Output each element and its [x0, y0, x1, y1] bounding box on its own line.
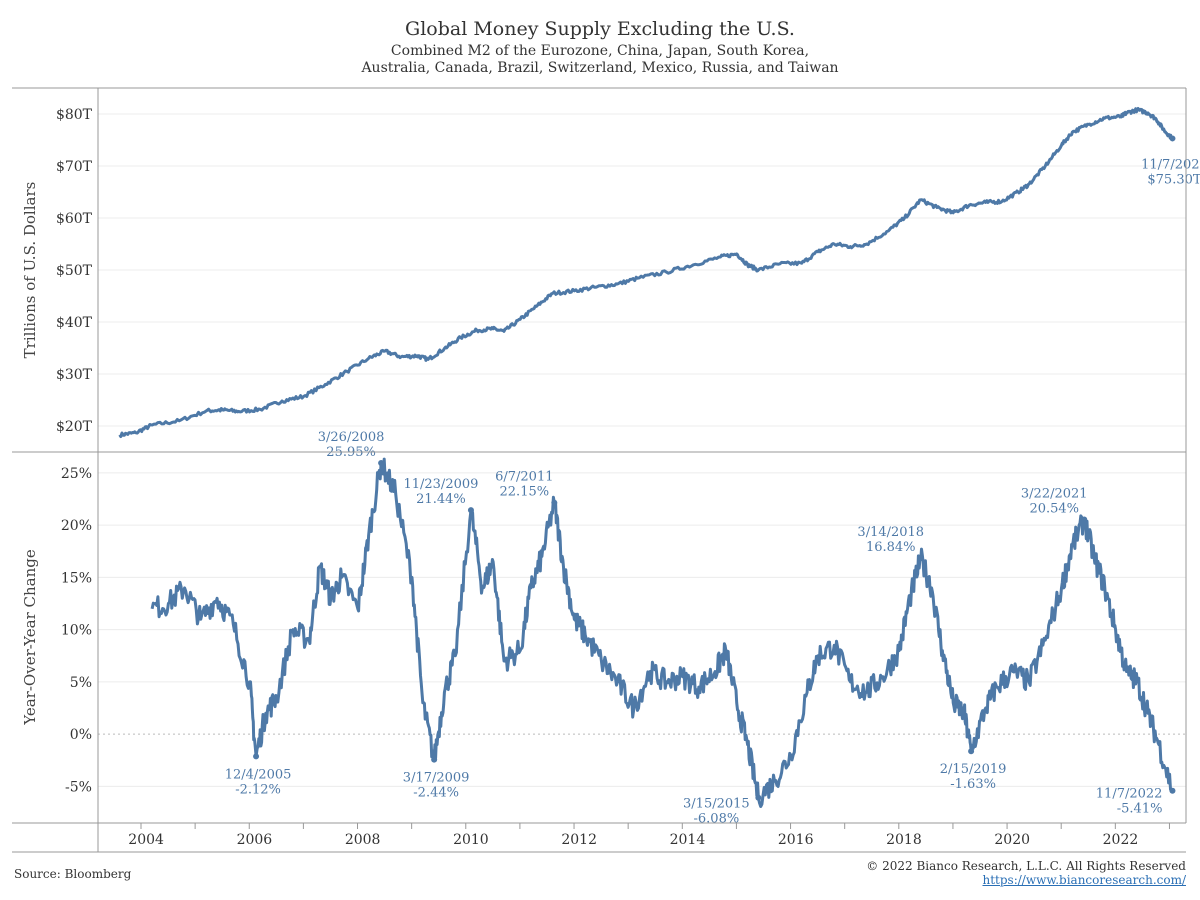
x-tick-label: 2022 — [1103, 832, 1139, 848]
series-line — [118, 106, 1174, 438]
x-tick-label: 2016 — [778, 832, 814, 848]
annotation-marker — [968, 748, 975, 755]
annotation-marker — [1081, 516, 1088, 523]
annotation-date: 2/15/2019 — [940, 762, 1007, 777]
website-link[interactable]: https://www.biancoresearch.com/ — [982, 873, 1186, 887]
top-panel: $20T $30T $40T $50T $60T $70T $80T Trillions of… — [21, 106, 1200, 438]
annotation-value: -1.63% — [950, 777, 996, 792]
y-tick-label: $70T — [56, 159, 93, 175]
x-tick-label: 2008 — [345, 832, 381, 848]
x-tick-label: 2010 — [453, 832, 489, 848]
y-axis-label: Trillions of U.S. Dollars — [21, 182, 39, 359]
annotation-marker — [467, 507, 474, 514]
annotation-value: -2.44% — [413, 786, 459, 801]
x-tick-label: 2018 — [886, 832, 922, 848]
annotation-value: 21.44% — [416, 492, 466, 507]
y-tick-label: $80T — [56, 107, 93, 123]
annotation-marker — [431, 756, 438, 763]
chart-subtitle-line-1: Combined M2 of the Eurozone, China, Japa… — [390, 43, 810, 59]
annotation-marker — [551, 499, 558, 506]
annotation-value: $75.30T — [1147, 172, 1200, 187]
y-axis-label: Year-Over-Year Change — [21, 549, 39, 726]
y-tick-label: $20T — [56, 419, 93, 435]
x-tick-label: 2020 — [994, 832, 1030, 848]
bottom-panel: -5% 0% 5% 10% 15% 20% 25% Year-Over-Year Change… — [21, 430, 1186, 848]
annotation-marker — [917, 555, 924, 562]
y-tick-label: 10% — [61, 623, 92, 639]
annotation-marker — [253, 753, 260, 760]
annotation-value: 20.54% — [1029, 502, 1079, 517]
annotation-value: 22.15% — [500, 485, 550, 500]
annotation-date: 11/7/2022 — [1141, 157, 1200, 172]
chart-title: Global Money Supply Excluding the U.S. — [405, 18, 795, 40]
annotation-date: 11/7/2022 — [1096, 787, 1163, 802]
annotation-date: 6/7/2011 — [495, 470, 553, 485]
annotation-date: 3/22/2021 — [1021, 487, 1088, 502]
y-tick-label: 25% — [61, 466, 92, 482]
annotation-value: 16.84% — [866, 540, 916, 555]
x-tick-label: 2012 — [561, 832, 597, 848]
annotation-marker — [755, 794, 762, 801]
series-line — [150, 457, 1174, 808]
y-tick-label: -5% — [65, 779, 92, 795]
annotation-marker — [378, 459, 385, 466]
annotation-date: 3/26/2008 — [318, 430, 385, 445]
annotation-date: 3/15/2015 — [683, 797, 750, 812]
y-tick-label: $30T — [56, 367, 93, 383]
copyright-note: © 2022 Bianco Research, L.L.C. All Right… — [866, 859, 1186, 873]
y-tick-label: $50T — [56, 263, 93, 279]
annotation-marker — [1169, 787, 1176, 794]
annotation-date: 11/23/2009 — [403, 477, 478, 492]
y-tick-label: 20% — [61, 518, 92, 534]
chart-frame — [12, 87, 1187, 853]
y-tick-label: $40T — [56, 315, 93, 331]
annotation-marker — [1169, 135, 1176, 142]
annotation-date: 12/4/2005 — [225, 767, 292, 782]
x-tick-label: 2006 — [237, 832, 273, 848]
y-tick-label: $60T — [56, 211, 93, 227]
source-note: Source: Bloomberg — [14, 867, 132, 881]
annotation-date: 3/17/2009 — [403, 771, 470, 786]
annotation-value: -6.08% — [694, 812, 740, 827]
y-tick-label: 5% — [70, 675, 92, 691]
chart-subtitle-line-2: Australia, Canada, Brazil, Switzerland, … — [361, 60, 839, 76]
annotation-date: 3/14/2018 — [857, 525, 924, 540]
x-tick-label: 2004 — [128, 832, 164, 848]
annotation-value: -5.41% — [1117, 802, 1163, 817]
annotation-value: -2.12% — [235, 782, 281, 797]
y-tick-label: 0% — [70, 727, 92, 743]
y-tick-label: 15% — [61, 570, 92, 586]
x-tick-label: 2014 — [670, 832, 706, 848]
